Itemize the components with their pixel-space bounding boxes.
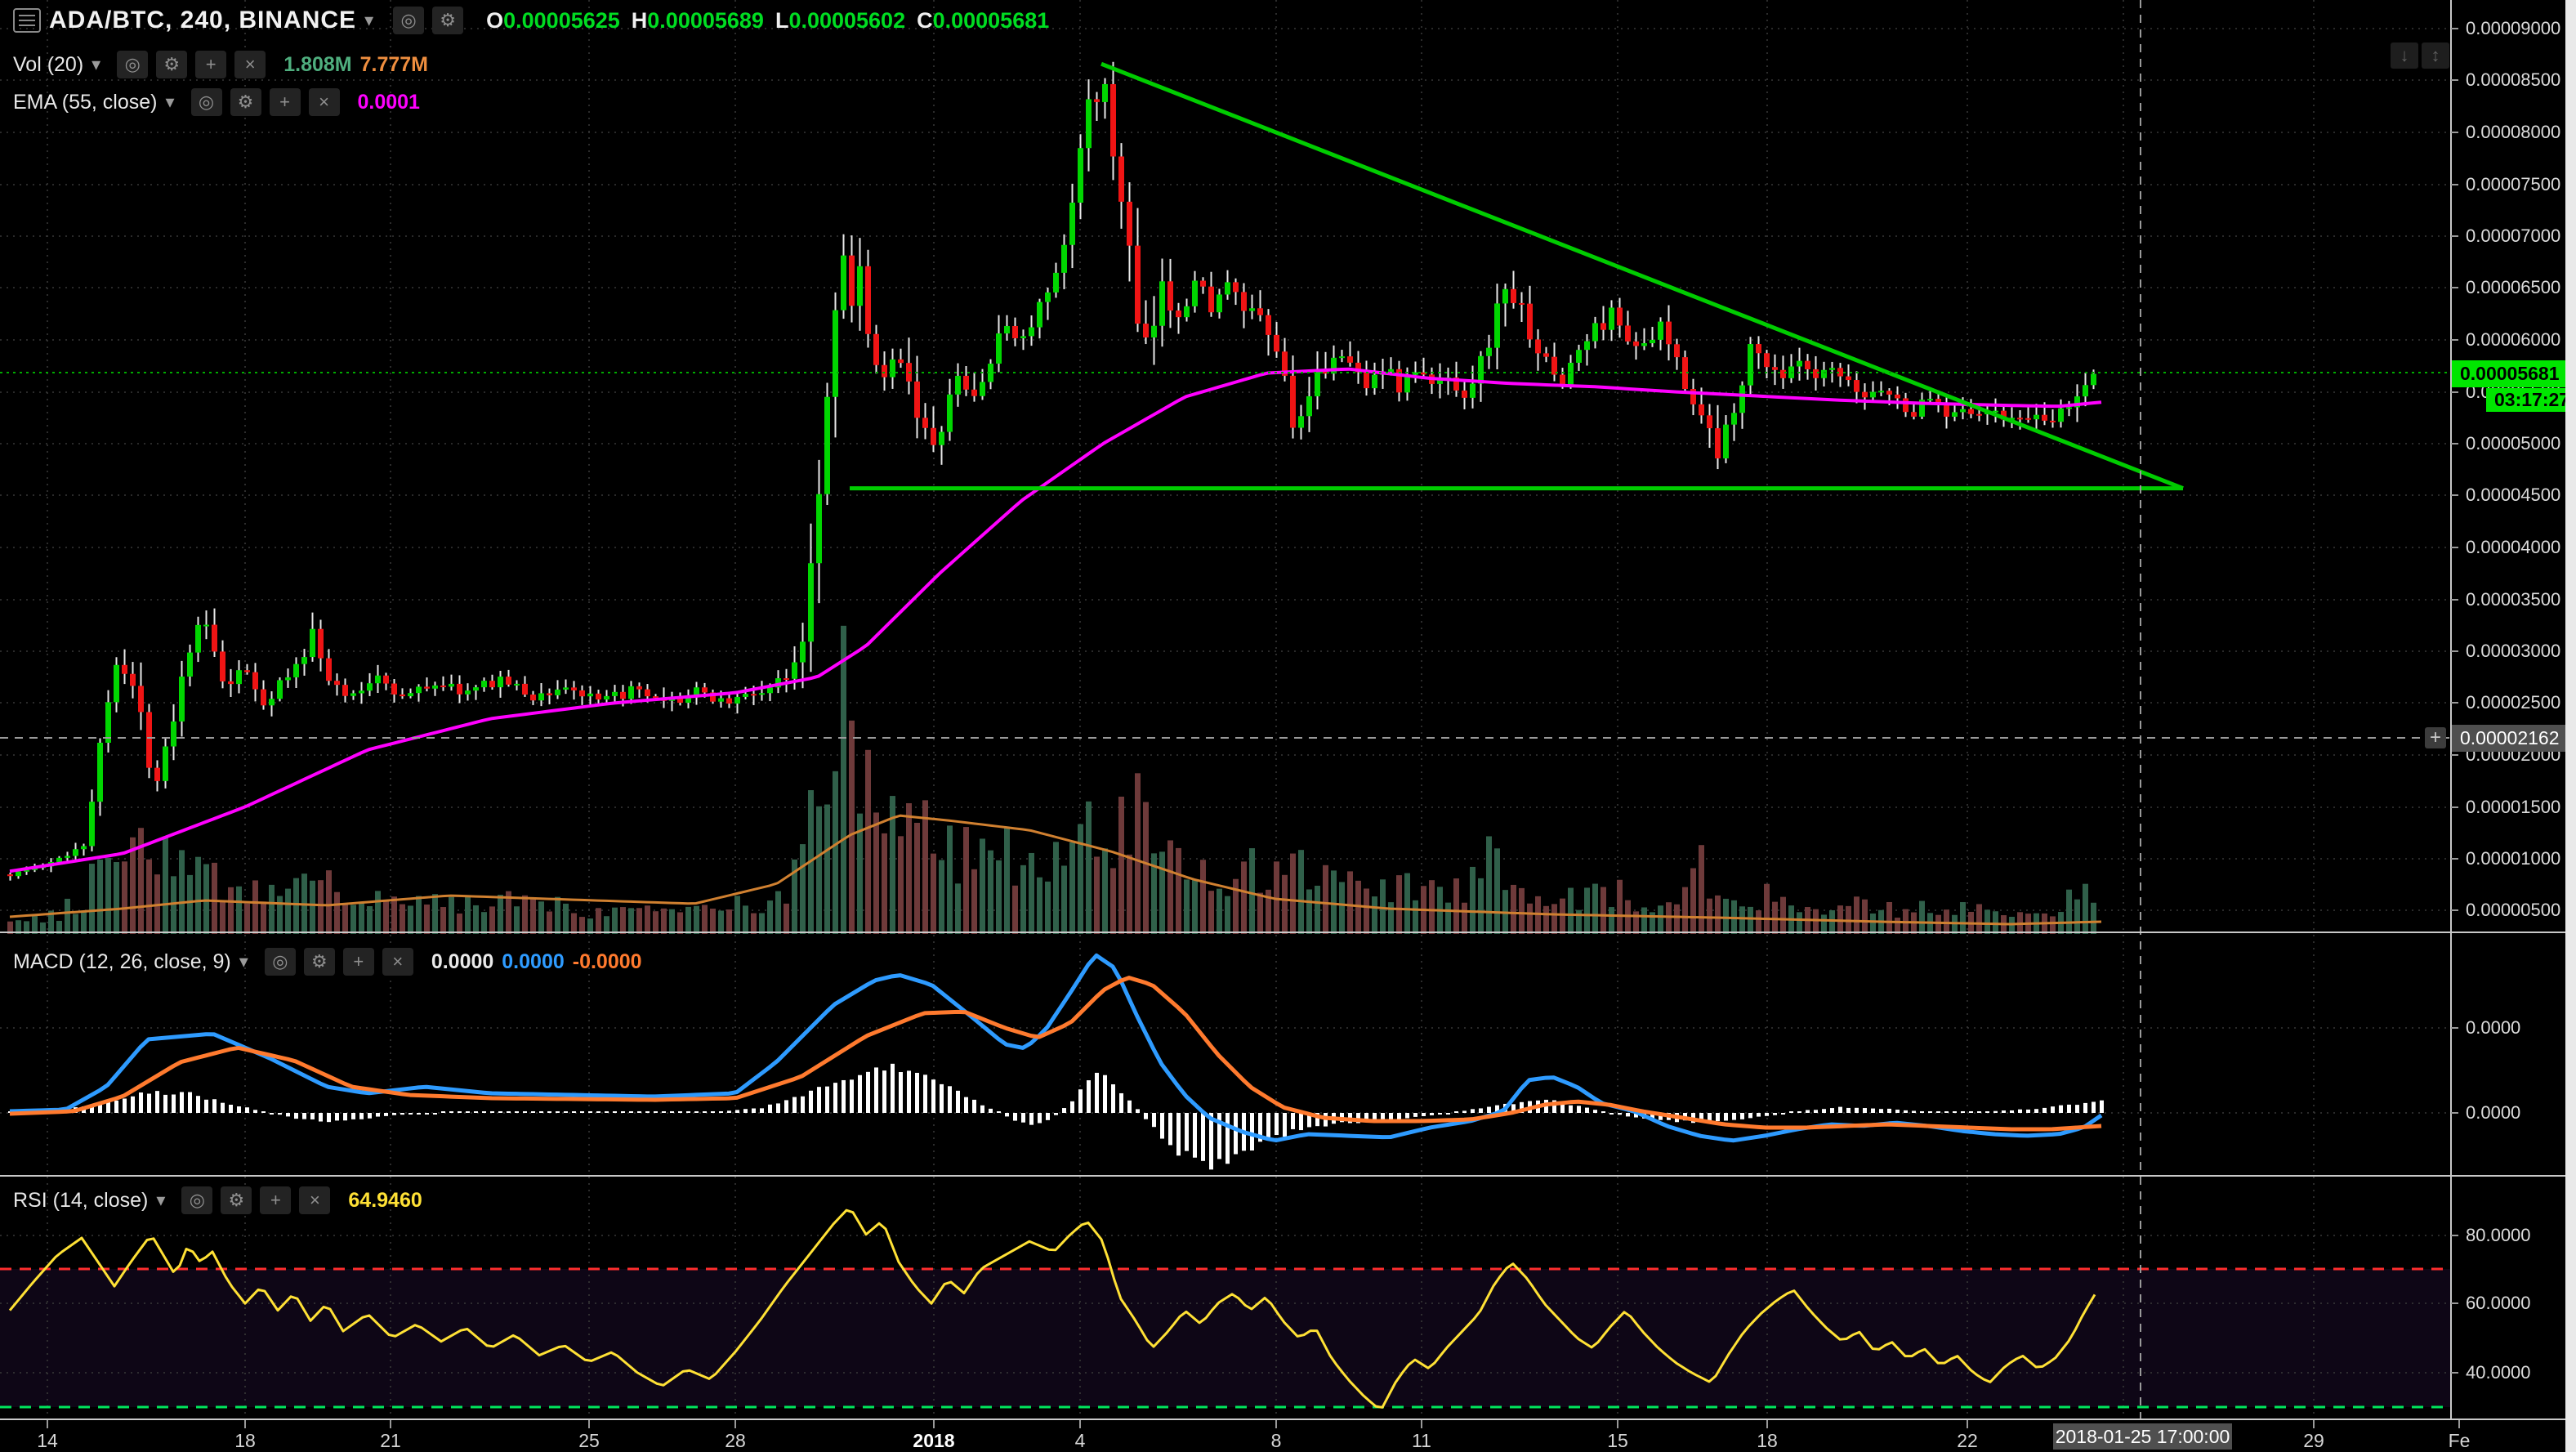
axis-tick-label: 0.0000 xyxy=(2466,1017,2521,1038)
close-value: 0.00005681 xyxy=(932,7,1050,33)
remove-icon-button[interactable]: × xyxy=(308,88,340,116)
scale-down-arrow-icon[interactable]: ↓ xyxy=(2391,42,2418,69)
axis-tick-label: 0.00004500 xyxy=(2466,485,2561,505)
axis-tick-label: 0.00007000 xyxy=(2466,226,2561,246)
remove-icon-button[interactable]: × xyxy=(234,51,266,78)
ema-value: 0.0001 xyxy=(357,90,420,114)
macd-indicator-label[interactable]: MACD (12, 26, close, 9) xyxy=(13,949,231,973)
axis-tick-label: 0.00006000 xyxy=(2466,329,2561,350)
settings-icon-button[interactable]: ⚙ xyxy=(156,51,188,78)
axis-tick-label: 0.00003000 xyxy=(2466,641,2561,661)
add-icon-button[interactable]: + xyxy=(269,88,301,116)
low-label: L xyxy=(775,7,789,33)
axis-tick-label: 40.0000 xyxy=(2466,1362,2531,1383)
chevron-down-icon[interactable]: ▾ xyxy=(156,1190,166,1210)
rsi-indicator-label[interactable]: RSI (14, close) xyxy=(13,1188,149,1212)
axis-tick-label: 0.00001500 xyxy=(2466,797,2561,817)
ema-indicator-label[interactable]: EMA (55, close) xyxy=(13,90,158,114)
add-icon-button[interactable]: + xyxy=(260,1186,292,1214)
axis-tick-label: 0.00002500 xyxy=(2466,692,2561,713)
axis-tick-label: 0.00006500 xyxy=(2466,277,2561,297)
remove-icon-button[interactable]: × xyxy=(382,948,413,976)
time-tick-label: 29 xyxy=(2303,1430,2324,1451)
time-tick-label: 11 xyxy=(1412,1430,1431,1451)
axis-tick-label: 0.00004000 xyxy=(2466,537,2561,557)
crosshair-price-badge: 0.00002162 xyxy=(2452,725,2565,752)
symbol-title[interactable]: ADA/BTC, 240, BINANCE xyxy=(49,7,357,34)
axis-tick-label: 0.00001000 xyxy=(2466,848,2561,869)
time-tick-label: Fe xyxy=(2448,1430,2471,1451)
volume-value: 1.808M xyxy=(283,52,352,76)
close-label: C xyxy=(917,7,933,33)
time-tick-label: 22 xyxy=(1957,1430,1978,1451)
rsi-value: 64.9460 xyxy=(348,1188,422,1212)
open-label: O xyxy=(486,7,504,33)
axis-tick-label: 60.0000 xyxy=(2466,1293,2531,1313)
high-label: H xyxy=(631,7,648,33)
axis-tick-label: 0.0000 xyxy=(2466,1102,2521,1123)
time-tick-label: 14 xyxy=(37,1430,58,1451)
axis-tick-label: 0.00000500 xyxy=(2466,900,2561,920)
macd-line-value: 0.0000 xyxy=(502,949,565,973)
add-icon-button[interactable]: + xyxy=(195,51,227,78)
chevron-down-icon[interactable]: ▾ xyxy=(92,54,101,74)
macd-hist-value: 0.0000 xyxy=(431,949,494,973)
volume-indicator-label[interactable]: Vol (20) xyxy=(13,52,84,76)
macd-signal-value: -0.0000 xyxy=(572,949,642,973)
visibility-icon-button[interactable]: ◎ xyxy=(117,51,149,78)
symbol-menu-icon[interactable] xyxy=(13,8,41,33)
axis-tick-label: 0.00007500 xyxy=(2466,174,2561,194)
time-tick-label: 21 xyxy=(380,1430,401,1451)
visibility-icon-button[interactable]: ◎ xyxy=(264,948,296,976)
visibility-icon-button[interactable]: ◎ xyxy=(190,88,222,116)
axis-tick-label: 80.0000 xyxy=(2466,1225,2531,1245)
countdown-badge: 03:17:27 xyxy=(2486,388,2569,412)
scale-updown-arrows-icon[interactable]: ↕ xyxy=(2422,42,2449,69)
settings-icon-button[interactable]: ⚙ xyxy=(221,1186,252,1214)
compare-icon-button[interactable]: ◎ xyxy=(393,7,425,34)
time-tick-label: 4 xyxy=(1074,1430,1086,1451)
settings-icon-button[interactable]: ⚙ xyxy=(230,88,261,116)
time-tick-label: 18 xyxy=(234,1430,256,1451)
chevron-down-icon[interactable]: ▾ xyxy=(239,951,248,972)
rsi-legend-row: RSI (14, close) ▾ ◎ ⚙ + × 64.9460 xyxy=(13,1186,422,1214)
low-value: 0.00005602 xyxy=(788,7,906,33)
add-alert-plus-icon[interactable]: + xyxy=(2425,726,2446,748)
time-tick-label: 15 xyxy=(1607,1430,1628,1451)
add-icon-button[interactable]: + xyxy=(342,948,374,976)
axis-tick-label: 0.00003500 xyxy=(2466,589,2561,610)
symbol-legend-row: ADA/BTC, 240, BINANCE ▾ ◎ ⚙ O0.00005625 … xyxy=(13,7,1049,34)
macd-legend-row: MACD (12, 26, close, 9) ▾ ◎ ⚙ + × 0.0000… xyxy=(13,948,642,976)
current-price-badge: 0.00005681 xyxy=(2452,360,2565,387)
time-tick-label: 18 xyxy=(1757,1430,1778,1451)
time-tick-label: 2018 xyxy=(913,1430,955,1451)
time-tick-label: 25 xyxy=(578,1430,600,1451)
ema-legend-row: EMA (55, close) ▾ ◎ ⚙ + × 0.0001 xyxy=(13,88,420,116)
remove-icon-button[interactable]: × xyxy=(299,1186,331,1214)
visibility-icon-button[interactable]: ◎ xyxy=(181,1186,213,1214)
crosshair-time-badge: 2018-01-25 17:00:00 xyxy=(2053,1423,2232,1450)
chevron-down-icon[interactable]: ▾ xyxy=(165,92,175,112)
high-value: 0.00005689 xyxy=(647,7,764,33)
axis-tick-label: 0.00008000 xyxy=(2466,122,2561,142)
time-tick-label: 8 xyxy=(1270,1430,1282,1451)
axis-tick-label: 0.00008500 xyxy=(2466,69,2561,90)
scrollbar[interactable] xyxy=(2565,0,2576,1452)
time-tick-label: 28 xyxy=(725,1430,746,1451)
volume-legend-row: Vol (20) ▾ ◎ ⚙ + × 1.808M 7.777M xyxy=(13,51,428,78)
open-value: 0.00005625 xyxy=(503,7,620,33)
volume-ma-value: 7.777M xyxy=(359,52,428,76)
settings-icon-button[interactable]: ⚙ xyxy=(432,7,464,34)
settings-icon-button[interactable]: ⚙ xyxy=(303,948,335,976)
axis-tick-label: 0.00009000 xyxy=(2466,18,2561,38)
ohlc-values: O0.00005625 H0.00005689 L0.00005602 C0.0… xyxy=(486,8,1049,34)
chevron-down-icon[interactable]: ▾ xyxy=(364,10,374,30)
axis-tick-label: 0.00005000 xyxy=(2466,433,2561,453)
